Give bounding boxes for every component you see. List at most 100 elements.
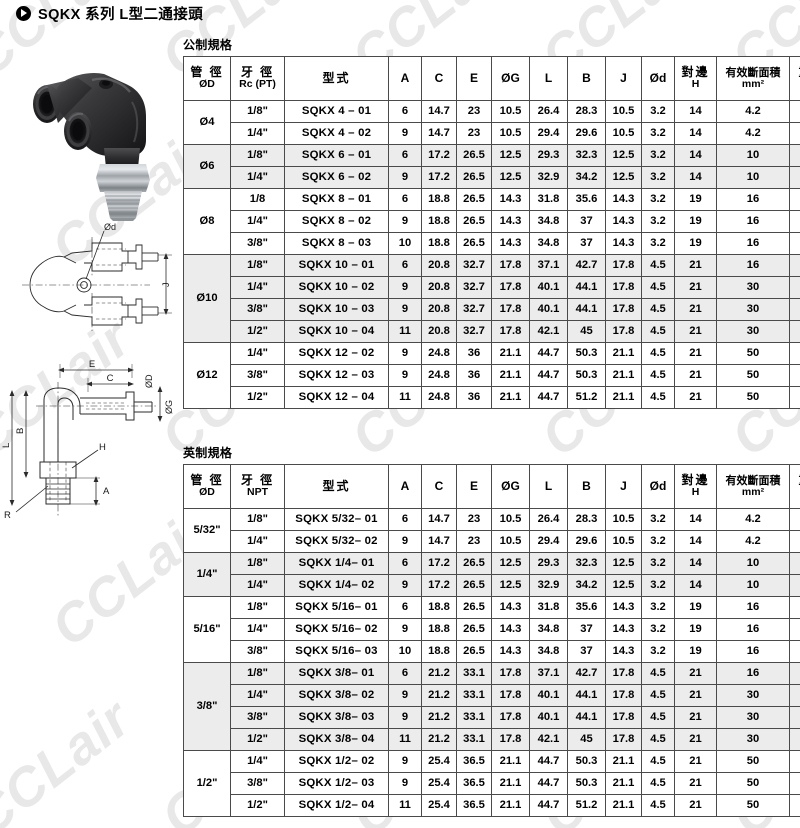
cell-thread-size: 1/4" — [230, 276, 285, 299]
col-header-J: J — [605, 56, 642, 101]
cell-B: 28.3 — [567, 508, 606, 531]
cell-B: 44.1 — [567, 706, 606, 729]
cell-H: 14 — [674, 508, 717, 531]
col-header-line1: B — [582, 70, 591, 85]
cell-H: 21 — [674, 298, 717, 321]
cell-J: 21.1 — [605, 342, 642, 365]
cell-J: 21.1 — [605, 772, 642, 795]
cell-J: 10.5 — [605, 122, 642, 145]
table-row: 1/2" SQKX 12 – 04 11 24.8 36 21.1 44.7 51.2 21.1… — [184, 386, 800, 409]
cell-E: 36 — [456, 386, 492, 409]
cell-L: 40.1 — [529, 276, 568, 299]
cell-E: 26.5 — [456, 574, 492, 597]
cell-B: 37 — [567, 640, 606, 663]
col-header-line1: Ød — [649, 70, 667, 85]
col-header-line1: A — [400, 478, 410, 493]
col-header-line2: (g) — [790, 487, 800, 499]
cell-C: 24.8 — [421, 342, 457, 365]
cell-dd: 4.5 — [641, 276, 675, 299]
col-header-area: 有效斷面積 mm² — [716, 56, 790, 101]
cell-model-code: SQKX 4 – 01 — [284, 100, 389, 123]
cell-area: 16 — [716, 662, 790, 685]
cell-thread-size: 1/4" — [230, 342, 285, 365]
col-header-L: L — [529, 464, 568, 509]
cell-dd: 3.2 — [641, 122, 675, 145]
cell-H: 21 — [674, 386, 717, 409]
cell-area: 16 — [716, 232, 790, 255]
dim-label-e: E — [89, 359, 95, 370]
cell-thread-size: 1/8" — [230, 144, 285, 167]
cell-C: 18.8 — [421, 596, 457, 619]
cell-G: 10.5 — [491, 100, 530, 123]
cell-A: 11 — [388, 728, 422, 751]
cell-G: 17.8 — [491, 298, 530, 321]
cell-E: 26.5 — [456, 552, 492, 575]
cell-area: 10 — [716, 552, 790, 575]
cell-J: 10.5 — [605, 508, 642, 531]
col-header-line1: L — [544, 70, 553, 85]
cell-wt: 28 — [789, 232, 800, 255]
cell-C: 20.8 — [421, 298, 457, 321]
cell-G: 17.8 — [491, 276, 530, 299]
col-header-H: 對邊 H — [674, 56, 717, 101]
cell-J: 14.3 — [605, 232, 642, 255]
col-header-C: C — [421, 464, 457, 509]
cell-area: 4.2 — [716, 122, 790, 145]
col-header-line1: E — [469, 70, 478, 85]
cell-A: 9 — [388, 750, 422, 773]
cell-B: 50.3 — [567, 772, 606, 795]
table-row: Ø10 1/8" SQKX 10 – 01 6 20.8 32.7 17.8 37.1 42.7… — [183, 254, 800, 343]
dim-label-a: A — [103, 486, 110, 497]
cell-B: 37 — [567, 232, 606, 255]
cell-B: 42.7 — [567, 662, 606, 685]
cell-G: 17.8 — [491, 254, 530, 277]
cell-B: 44.1 — [567, 276, 606, 299]
cell-B: 32.3 — [567, 144, 606, 167]
cell-E: 23 — [456, 100, 492, 123]
cell-G: 17.8 — [491, 684, 530, 707]
cell-A: 6 — [388, 552, 422, 575]
cell-C: 20.8 — [421, 320, 457, 343]
table-row: 1/4" 1/8" SQKX 1/4– 01 6 17.2 26.5 12.5 29.3 32.… — [183, 552, 800, 597]
cell-dd: 4.5 — [641, 254, 675, 277]
cell-model-code: SQKX 10 – 04 — [284, 320, 389, 343]
cell-J: 17.8 — [605, 276, 642, 299]
cell-L: 44.7 — [529, 794, 568, 817]
cell-wt: 48 — [789, 342, 800, 365]
side-section-drawing: E C — [0, 358, 180, 523]
cell-C: 17.2 — [421, 574, 457, 597]
cell-thread-size: 1/4" — [230, 122, 285, 145]
cell-A: 11 — [388, 386, 422, 409]
cell-B: 45 — [567, 320, 606, 343]
cell-L: 32.9 — [529, 574, 568, 597]
cell-B: 50.3 — [567, 342, 606, 365]
col-header-line1: 對邊 — [681, 472, 710, 487]
cell-wt: 60 — [789, 386, 800, 409]
cell-A: 10 — [388, 232, 422, 255]
cell-pipe-size: Ø12 — [183, 342, 231, 409]
cell-B: 45 — [567, 728, 606, 751]
cell-thread-size: 1/4" — [230, 574, 285, 597]
cell-C: 21.2 — [421, 662, 457, 685]
cell-thread-size: 1/4" — [230, 210, 285, 233]
cell-wt: 18.5 — [789, 530, 800, 553]
table-row: 1/4" SQKX 5/32– 02 9 14.7 23 10.5 29.4 29.6 10.5… — [184, 530, 800, 553]
cell-A: 6 — [388, 508, 422, 531]
cell-G: 12.5 — [491, 166, 530, 189]
cell-thread-size: 1/4" — [230, 166, 285, 189]
cell-thread-size: 1/8" — [230, 508, 285, 531]
cell-B: 29.6 — [567, 122, 606, 145]
col-header-rc: 牙 徑 Rc (PT) — [230, 56, 285, 101]
cell-area: 16 — [716, 210, 790, 233]
cell-model-code: SQKX 5/32– 02 — [284, 530, 389, 553]
cell-H: 21 — [674, 320, 717, 343]
cell-E: 26.5 — [456, 188, 492, 211]
cell-thread-size: 1/4" — [230, 618, 285, 641]
cell-E: 33.1 — [456, 684, 492, 707]
cell-H: 21 — [674, 364, 717, 387]
cell-L: 44.7 — [529, 342, 568, 365]
